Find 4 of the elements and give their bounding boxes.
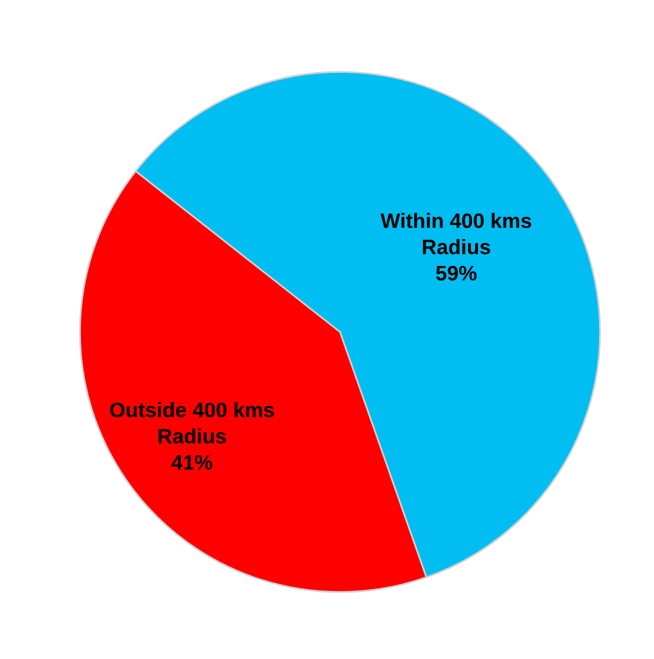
data-label: 59% (436, 266, 477, 281)
slice-label: Outside 400 kms Radius (110, 402, 274, 444)
slice-label: Within 400 kms Radius (380, 212, 532, 254)
data-label: 41% (171, 455, 212, 470)
